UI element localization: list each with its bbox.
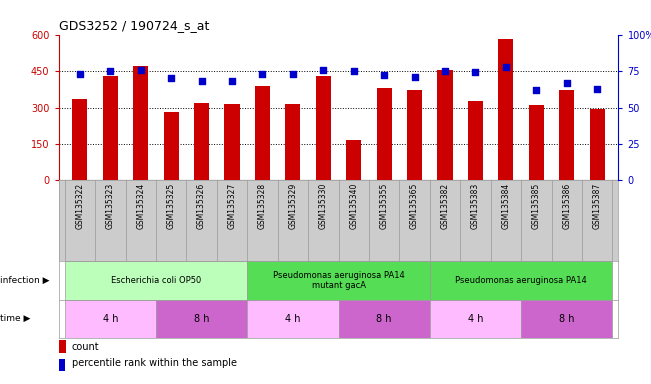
Text: GSM135386: GSM135386: [562, 183, 571, 229]
Bar: [468, 101, 483, 180]
Point: [531, 87, 542, 93]
Text: percentile rank within the sample: percentile rank within the sample: [72, 358, 236, 367]
Point: [501, 64, 511, 70]
Text: GSM135365: GSM135365: [410, 183, 419, 229]
Bar: [407, 91, 422, 180]
Bar: [498, 40, 514, 180]
Bar: [316, 76, 331, 180]
Text: Pseudomonas aeruginosa PA14
mutant gacA: Pseudomonas aeruginosa PA14 mutant gacA: [273, 271, 404, 290]
Text: 8 h: 8 h: [376, 314, 392, 324]
Bar: [163, 113, 179, 180]
Bar: [346, 141, 361, 180]
Bar: [430, 300, 521, 338]
Text: infection ▶: infection ▶: [0, 276, 49, 285]
Point: [197, 78, 207, 84]
Bar: [521, 300, 613, 338]
Text: 4 h: 4 h: [285, 314, 301, 324]
Point: [227, 78, 237, 84]
Text: GSM135328: GSM135328: [258, 183, 267, 229]
Bar: [255, 86, 270, 180]
Text: GSM135387: GSM135387: [592, 183, 602, 229]
Bar: [194, 103, 209, 180]
Bar: [529, 105, 544, 180]
Text: GSM135327: GSM135327: [228, 183, 236, 229]
Text: count: count: [72, 341, 99, 352]
Bar: [64, 300, 156, 338]
Bar: [376, 88, 392, 180]
Point: [470, 70, 480, 76]
Bar: [225, 104, 240, 180]
Point: [562, 79, 572, 86]
Point: [348, 68, 359, 74]
Point: [592, 86, 602, 92]
Point: [440, 68, 450, 74]
Text: GSM135330: GSM135330: [319, 183, 328, 229]
Bar: [590, 109, 605, 180]
Bar: [559, 91, 574, 180]
Text: 8 h: 8 h: [194, 314, 210, 324]
Text: GSM135323: GSM135323: [106, 183, 115, 229]
Text: GSM135340: GSM135340: [349, 183, 358, 229]
Point: [166, 75, 176, 81]
Point: [318, 66, 329, 73]
Text: Escherichia coli OP50: Escherichia coli OP50: [111, 276, 201, 285]
Text: GSM135384: GSM135384: [501, 183, 510, 229]
Bar: [437, 70, 452, 180]
Point: [75, 71, 85, 77]
Text: GDS3252 / 190724_s_at: GDS3252 / 190724_s_at: [59, 19, 209, 32]
Text: GSM135329: GSM135329: [288, 183, 298, 229]
Bar: [64, 261, 247, 300]
Point: [409, 74, 420, 80]
Text: Pseudomonas aeruginosa PA14: Pseudomonas aeruginosa PA14: [455, 276, 587, 285]
Text: GSM135385: GSM135385: [532, 183, 541, 229]
Text: time ▶: time ▶: [0, 314, 31, 323]
Point: [257, 71, 268, 77]
Text: GSM135326: GSM135326: [197, 183, 206, 229]
Bar: [133, 66, 148, 180]
Bar: [72, 99, 87, 180]
Text: GSM135324: GSM135324: [136, 183, 145, 229]
Text: GSM135355: GSM135355: [380, 183, 389, 229]
Text: GSM135382: GSM135382: [441, 183, 449, 229]
Text: 4 h: 4 h: [467, 314, 483, 324]
Bar: [103, 76, 118, 180]
Text: GSM135325: GSM135325: [167, 183, 176, 229]
Bar: [285, 104, 301, 180]
Text: GSM135322: GSM135322: [76, 183, 85, 229]
Bar: [247, 300, 339, 338]
Text: 4 h: 4 h: [103, 314, 118, 324]
Text: GSM135383: GSM135383: [471, 183, 480, 229]
Bar: [156, 300, 247, 338]
Point: [379, 72, 389, 78]
Bar: [247, 261, 430, 300]
Bar: [339, 300, 430, 338]
Point: [105, 68, 115, 74]
Bar: [430, 261, 613, 300]
Point: [135, 66, 146, 73]
Point: [288, 71, 298, 77]
Text: 8 h: 8 h: [559, 314, 574, 324]
